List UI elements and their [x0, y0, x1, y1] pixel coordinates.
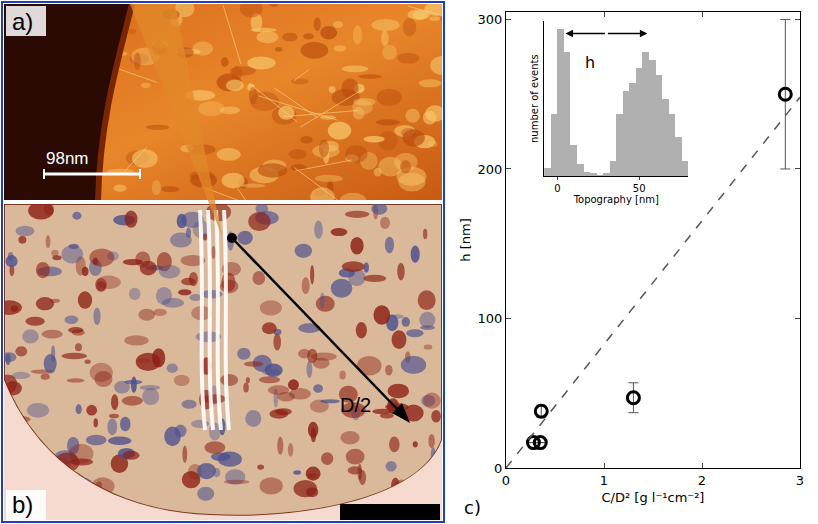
svg-text:h: h	[585, 53, 595, 72]
svg-text:0: 0	[502, 473, 510, 488]
svg-text:3: 3	[796, 473, 804, 488]
svg-text:50: 50	[633, 183, 646, 194]
svg-text:1: 1	[600, 473, 608, 488]
svg-text:c): c)	[464, 497, 481, 518]
svg-text:Topography [nm]: Topography [nm]	[573, 194, 659, 205]
svg-text:200: 200	[478, 162, 503, 177]
svg-text:0: 0	[494, 461, 502, 476]
svg-text:0: 0	[554, 183, 560, 194]
svg-text:300: 300	[478, 12, 503, 27]
svg-text:C/D² [g l⁻¹cm⁻²]: C/D² [g l⁻¹cm⁻²]	[602, 490, 705, 505]
svg-text:a): a)	[12, 8, 33, 35]
svg-text:D/2: D/2	[340, 394, 371, 416]
svg-text:2: 2	[698, 473, 706, 488]
svg-text:b): b)	[12, 491, 33, 518]
svg-text:h [nm]: h [nm]	[458, 218, 473, 261]
svg-text:number of events: number of events	[529, 54, 540, 143]
svg-text:100: 100	[478, 311, 503, 326]
svg-text:98nm: 98nm	[46, 149, 89, 168]
